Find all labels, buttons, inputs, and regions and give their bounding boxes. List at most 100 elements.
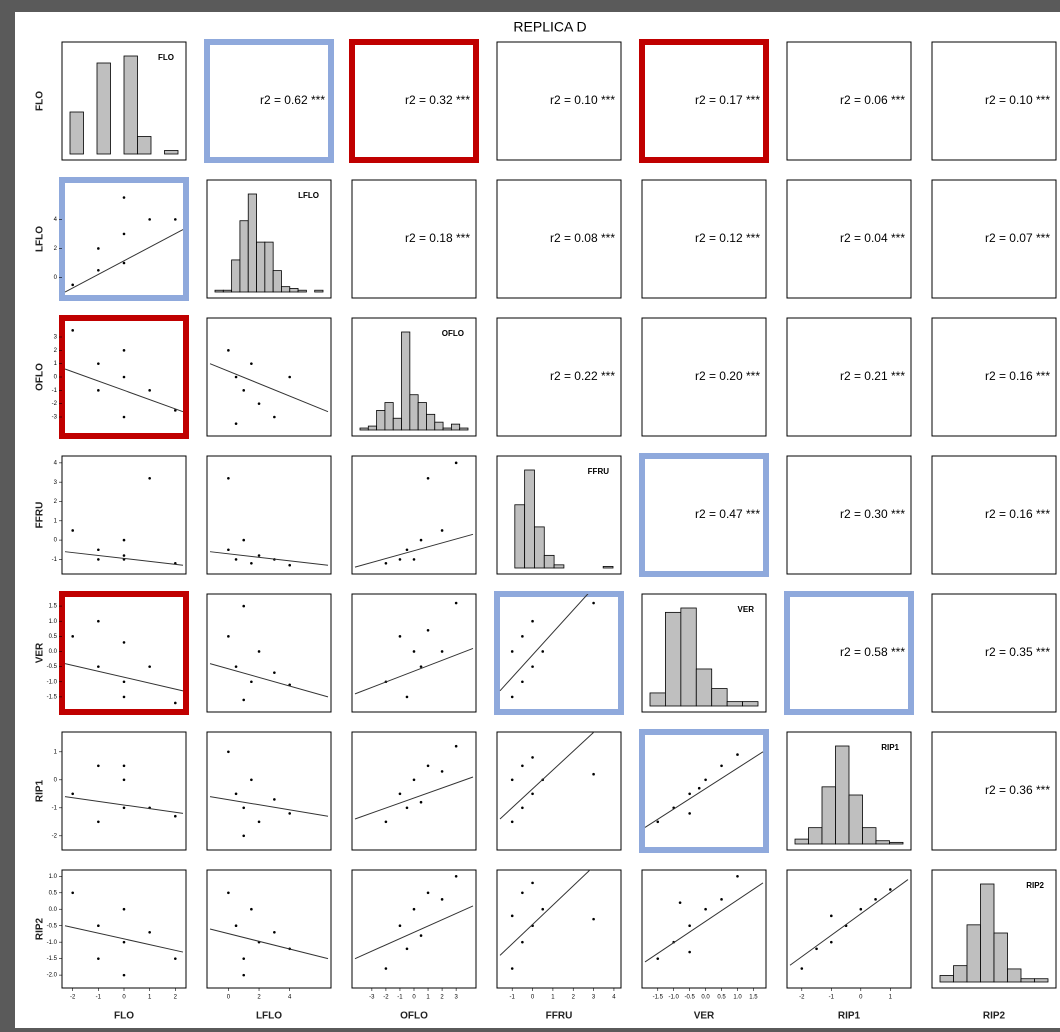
histogram-bar [1007, 968, 1022, 983]
y-tick-label: 0 [54, 777, 58, 783]
scatter-point [234, 558, 238, 561]
scatter-point [521, 891, 524, 895]
scatter-point [426, 628, 430, 632]
fit-line [499, 732, 595, 820]
scatter-point [736, 753, 739, 756]
scatter-point [405, 695, 409, 699]
histogram-bar [123, 55, 138, 155]
scatter-point [440, 770, 444, 773]
scatter-point [122, 415, 126, 419]
scatter-point [227, 750, 230, 754]
scatter-point [122, 261, 126, 265]
x-tick-label: 0 [859, 995, 863, 1001]
scatter-point [398, 792, 402, 796]
scatter-point [242, 604, 246, 608]
histogram-bar [256, 241, 266, 293]
y-tick-label: 0 [54, 275, 58, 281]
scatter-point [122, 778, 126, 782]
row-label: RIP2 [35, 917, 46, 940]
scatter-point [521, 764, 524, 768]
scatter-point [288, 812, 291, 815]
scatter-point [405, 548, 409, 552]
panel-border [206, 179, 332, 299]
r2-label: r2 = 0.32 *** [405, 93, 470, 107]
histogram-bar [281, 286, 291, 293]
histogram-bar [524, 469, 535, 569]
column-label: LFLO [256, 1011, 282, 1022]
r2-label: r2 = 0.35 *** [985, 645, 1050, 659]
histogram-bar [392, 417, 402, 431]
x-tick-label: 0 [122, 995, 126, 1001]
panel-border [351, 455, 477, 575]
histogram-bar [69, 111, 84, 155]
histogram-bar [164, 150, 179, 155]
scatter-point [250, 778, 253, 782]
y-tick-label: -1.5 [47, 956, 58, 962]
highlight-box [784, 591, 914, 715]
histogram-bar [980, 883, 995, 983]
r2-label: r2 = 0.21 *** [840, 369, 905, 383]
row-label: LFLO [35, 226, 46, 252]
scatter-point [97, 619, 100, 623]
y-tick-label: -1.0 [47, 679, 58, 685]
column-label: FLO [114, 1011, 134, 1022]
histogram-bar [264, 241, 274, 293]
scatter-point [426, 477, 430, 480]
fit-line [644, 882, 764, 963]
y-tick-label: 1.0 [49, 874, 58, 880]
histogram-bar [426, 413, 436, 431]
scatter-point [510, 778, 514, 782]
scatter-point [384, 967, 388, 970]
chart-title: REPLICA D [513, 19, 586, 35]
column-label: RIP1 [838, 1011, 861, 1022]
y-tick-label: 3 [54, 335, 58, 341]
histogram-bar [409, 394, 419, 431]
highlight-box [59, 177, 189, 301]
scatter-point [250, 362, 253, 365]
panel-border [641, 179, 767, 299]
scatter-point [250, 907, 253, 911]
x-tick-label: -1.0 [669, 995, 680, 1001]
scatter-point [97, 957, 100, 960]
histogram-bar [966, 924, 981, 983]
scatter-point [227, 635, 230, 638]
scatter-point [688, 792, 691, 796]
scatter-point [97, 362, 100, 365]
scatter-point [148, 477, 151, 480]
scatter-point [800, 967, 804, 970]
scatter-point [174, 701, 177, 705]
x-tick-label: 0 [531, 995, 535, 1001]
panel-border [206, 317, 332, 437]
y-tick-label: 1 [54, 361, 58, 367]
scatter-point [510, 967, 514, 970]
scatter-point [531, 665, 534, 668]
scatter-point [531, 881, 534, 885]
y-tick-label: 0.5 [49, 634, 58, 640]
panel-border [351, 179, 477, 299]
fit-line [209, 796, 329, 817]
scatter-point [859, 907, 863, 911]
scatter-point [257, 650, 261, 653]
scatter-point [71, 792, 74, 796]
histogram-bar [602, 566, 614, 569]
histogram-bar [514, 504, 526, 569]
scatter-point [97, 558, 100, 561]
r2-label: r2 = 0.04 *** [840, 231, 905, 245]
scatter-point [288, 563, 291, 567]
fit-line [354, 905, 474, 960]
x-tick-label: 4 [288, 995, 292, 1001]
scatter-panel [64, 329, 184, 419]
histogram-bar [680, 607, 697, 707]
x-tick-label: 0 [227, 995, 231, 1001]
r2-label: r2 = 0.58 *** [840, 645, 905, 659]
fit-line [64, 368, 184, 413]
scatter-point [419, 665, 423, 668]
scatter-point [384, 820, 388, 824]
x-tick-label: -1 [96, 995, 102, 1001]
scatter-point [521, 940, 524, 944]
scatter-point [122, 554, 126, 557]
scatter-point [122, 806, 126, 810]
y-tick-label: 2 [54, 246, 58, 252]
scatter-point [71, 891, 74, 895]
